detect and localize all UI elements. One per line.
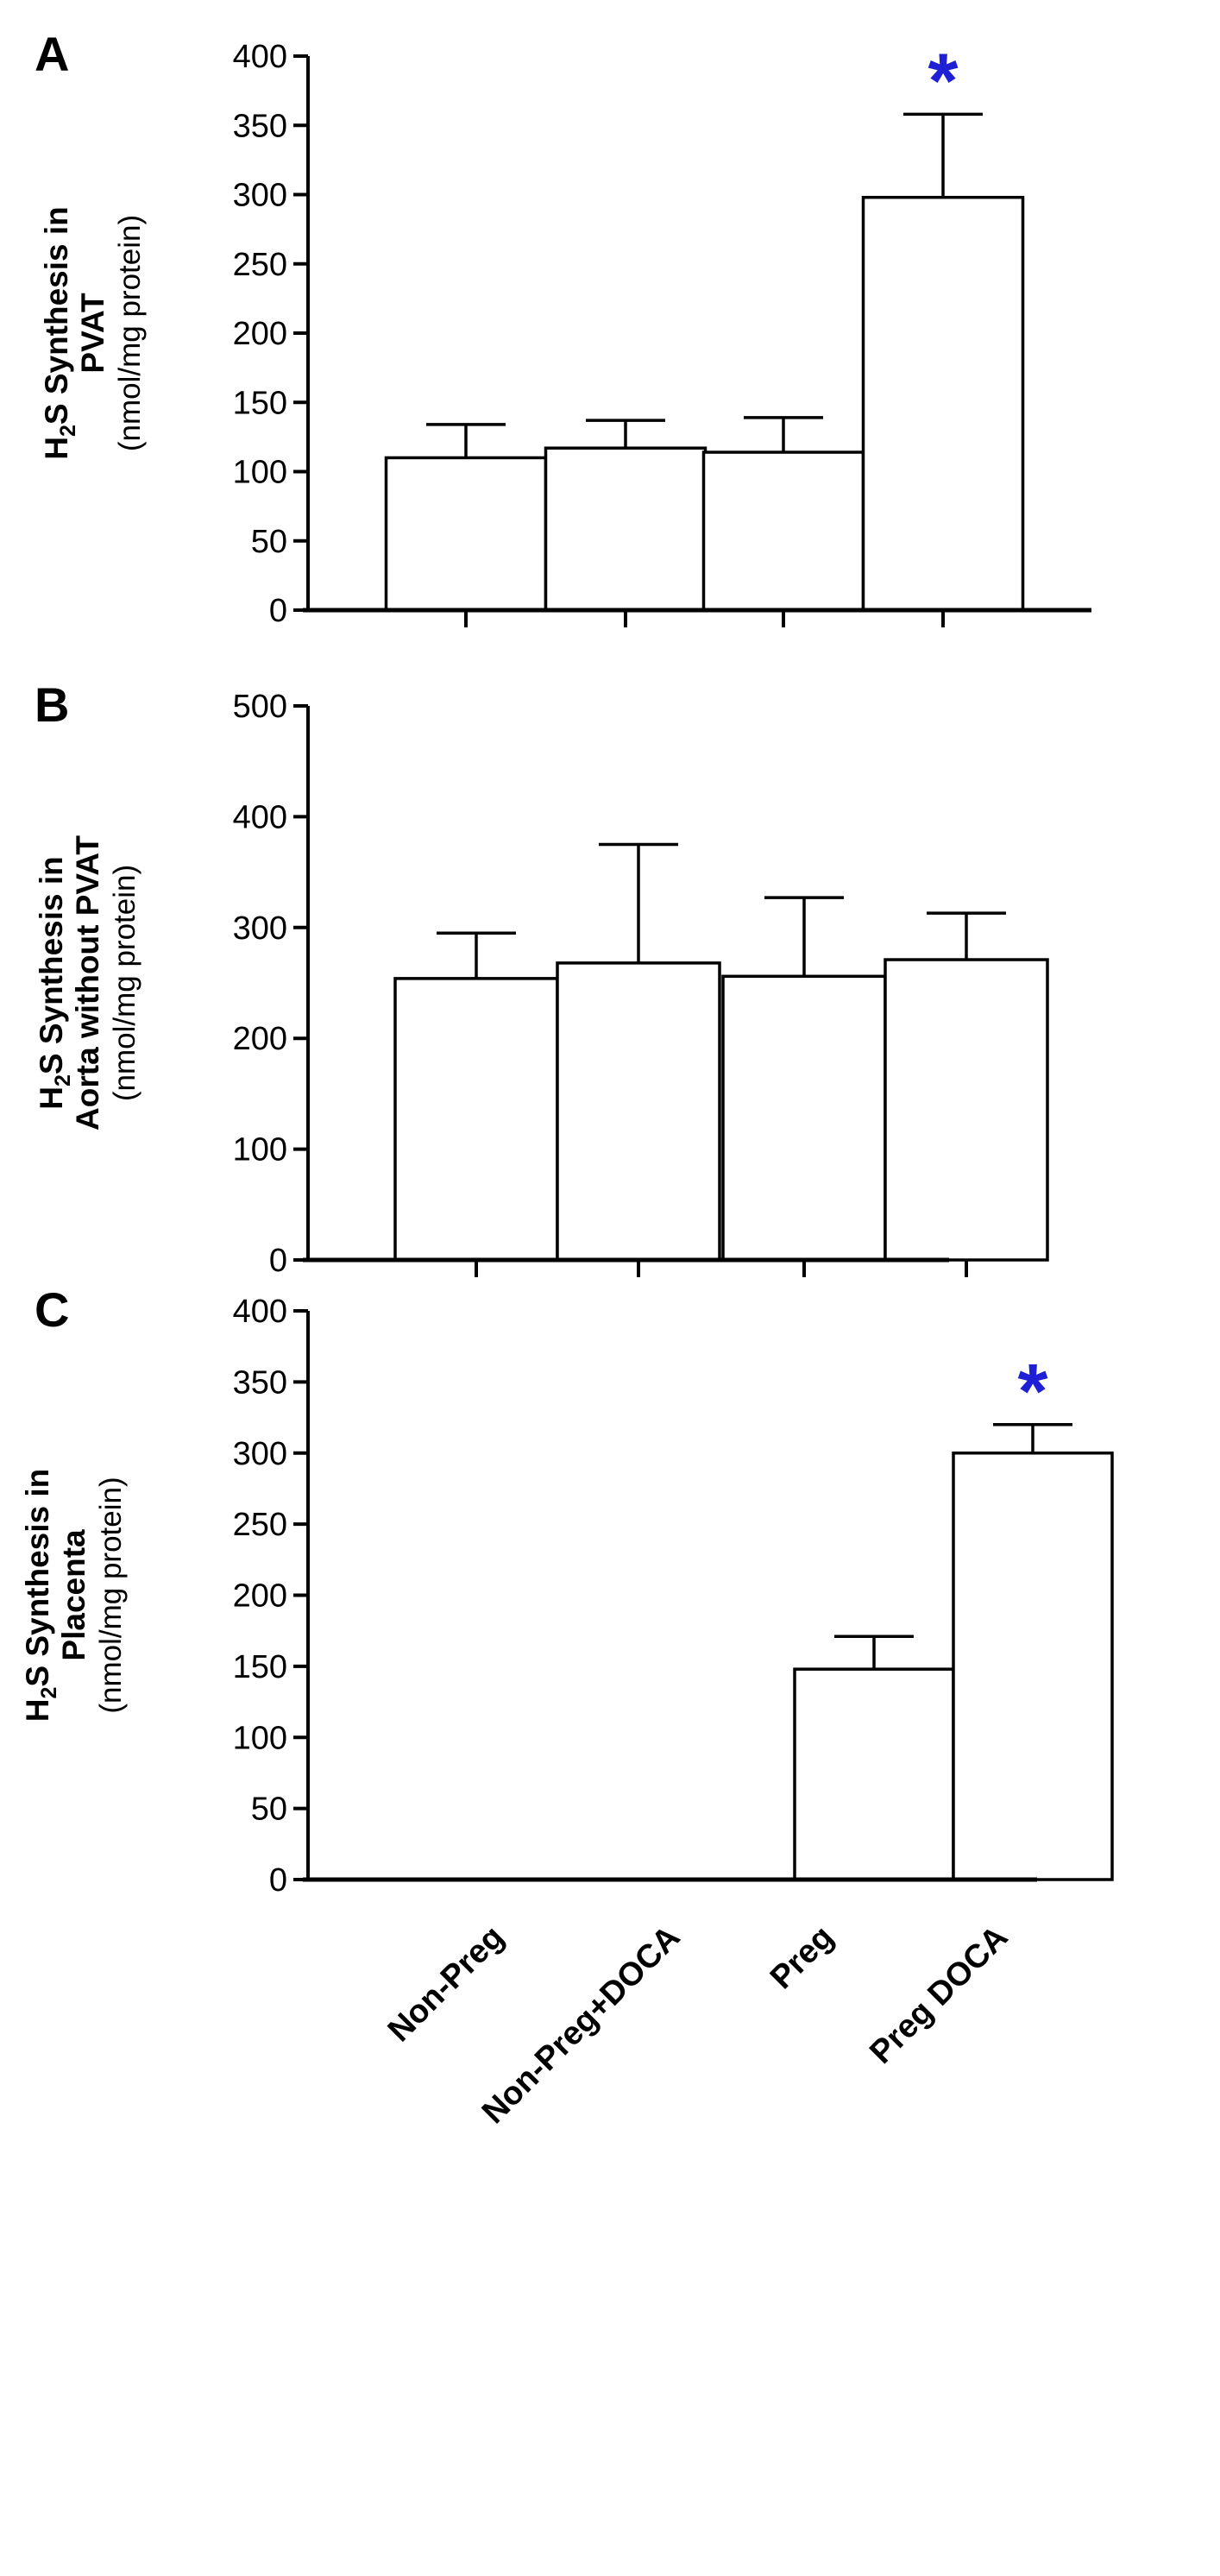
panel-c-y-label-line2: Placenta bbox=[56, 1529, 91, 1661]
panel-a-y-tick-label: 100 bbox=[233, 455, 287, 491]
panel-a-label: A bbox=[35, 27, 69, 81]
panel-c-bar bbox=[952, 1452, 1114, 1881]
panel-c-y-label-main: H2S Synthesis in bbox=[20, 1469, 61, 1723]
panel-a-bar bbox=[861, 195, 1025, 612]
panel-b-bar bbox=[393, 977, 559, 1262]
panel-c-y-tick-label: 200 bbox=[233, 1578, 287, 1615]
panel-b-bar bbox=[556, 961, 721, 1262]
panel-c-y-axis-label: H2S Synthesis in Placenta (nmol/mg protein… bbox=[20, 1469, 128, 1723]
panel-b-bar bbox=[884, 958, 1049, 1262]
panel-a-bar bbox=[701, 450, 865, 612]
panel-b-label: B bbox=[35, 677, 69, 732]
panel-a-y-tick-label: 350 bbox=[233, 108, 287, 144]
panel-b-y-tick-label: 300 bbox=[233, 910, 287, 947]
category-label: Non-Preg+DOCA bbox=[475, 1919, 687, 2131]
panel-b-bar bbox=[721, 974, 887, 1262]
panel-b-y-tick-label: 200 bbox=[233, 1021, 287, 1057]
panel-b-y-label-main: H2S Synthesis in bbox=[34, 856, 75, 1110]
panel-a-y-tick-label: 200 bbox=[233, 316, 287, 352]
panel-b-y-tick-label: 400 bbox=[233, 799, 287, 835]
panel-a-y-label-units: (nmol/mg protein) bbox=[113, 215, 147, 451]
panel-a-significance-star: * bbox=[928, 38, 958, 124]
panel-c-y-tick-label: 350 bbox=[233, 1364, 287, 1401]
panel-c-y-tick-label: 400 bbox=[233, 1294, 287, 1330]
panel-a-bar bbox=[384, 456, 548, 612]
panel-c-bar bbox=[793, 1667, 955, 1881]
panel-a-y-label-main: H2S Synthesis in bbox=[39, 206, 80, 460]
panel-b-y-tick-label: 0 bbox=[269, 1243, 287, 1279]
panel-b-y-tick-label: 500 bbox=[233, 689, 287, 725]
panel-b-y-label-line2: Aorta without PVAT bbox=[70, 835, 105, 1131]
panel-a-y-tick-label: 250 bbox=[233, 247, 287, 283]
panel-a-y-tick-label: 50 bbox=[251, 524, 287, 560]
panel-c-y-tick-label: 50 bbox=[251, 1792, 287, 1828]
panel-c-significance-star: * bbox=[1017, 1349, 1047, 1435]
panel-a-y-tick-label: 400 bbox=[233, 39, 287, 75]
panel-a-bar bbox=[544, 446, 707, 612]
category-label: Preg bbox=[764, 1919, 840, 1996]
panel-c-y-tick-label: 300 bbox=[233, 1436, 287, 1472]
panel-a-y-tick-label: 300 bbox=[233, 178, 287, 214]
panel-b-y-label-units: (nmol/mg protein) bbox=[108, 865, 141, 1101]
panel-a-y-tick-label: 150 bbox=[233, 385, 287, 421]
panel-c-y-tick-label: 0 bbox=[269, 1862, 287, 1899]
category-label: Non-Preg bbox=[381, 1919, 512, 2050]
panel-b-y-tick-label: 100 bbox=[233, 1132, 287, 1168]
panel-c-label: C bbox=[35, 1282, 69, 1337]
panel-a-y-tick-label: 0 bbox=[269, 593, 287, 629]
panel-c-y-tick-label: 100 bbox=[233, 1720, 287, 1756]
category-label: Preg DOCA bbox=[863, 1919, 1015, 2071]
panel-a-y-label-line2: PVAT bbox=[75, 293, 110, 374]
panel-c-y-tick-label: 150 bbox=[233, 1649, 287, 1685]
panel-c-y-tick-label: 250 bbox=[233, 1507, 287, 1543]
panel-b-y-axis-label: H2S Synthesis in Aorta without PVAT (nmol/… bbox=[34, 835, 141, 1131]
panel-a-y-axis-label: H2S Synthesis in PVAT (nmol/mg protein) bbox=[39, 206, 147, 460]
panel-c-y-label-units: (nmol/mg protein) bbox=[94, 1477, 128, 1713]
